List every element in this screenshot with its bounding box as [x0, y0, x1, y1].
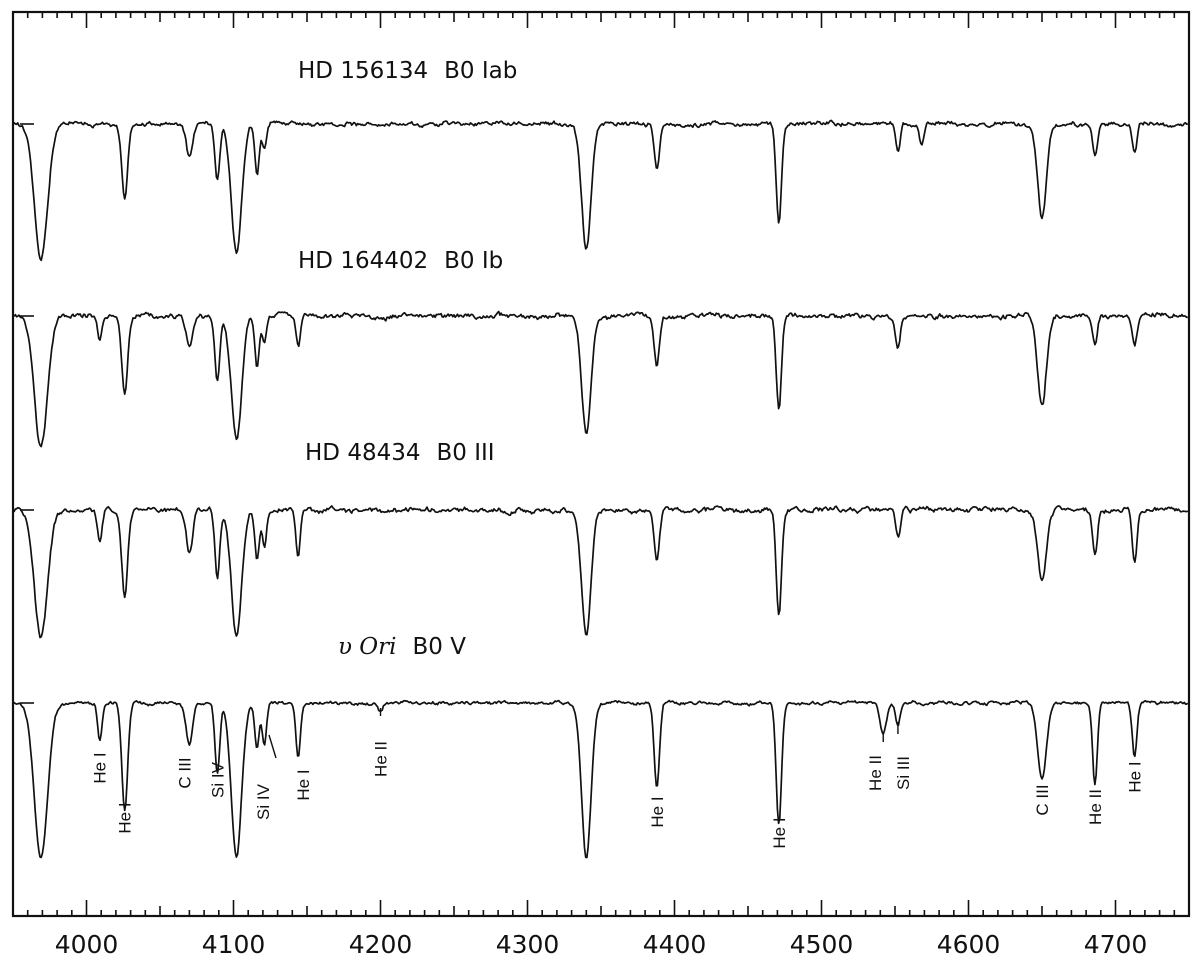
spectrum-line-3 [12, 505, 1189, 639]
x-tick-label-4200: 4200 [349, 930, 413, 959]
line-annotations: He I He I C III Si IV Si IV He I He II He I He I… [91, 708, 1145, 849]
spectrum-title-4: υ Ori B0 V [338, 634, 466, 660]
x-tick-label-4400: 4400 [643, 930, 707, 959]
x-tick-label-4600: 4600 [937, 930, 1001, 959]
line-label-3: C III [175, 757, 194, 788]
line-label-8: He I [648, 796, 667, 827]
line-label-9: He I [770, 817, 789, 848]
spectrum-line-4 [12, 699, 1189, 859]
line-label-2: He I [116, 802, 135, 833]
line-label-1: He I [91, 752, 110, 783]
spectrum-line-1 [12, 119, 1189, 262]
line-label-11: Si III [894, 756, 913, 790]
spectrum-title-2: HD 164402 B0 Ib [298, 248, 503, 274]
spectrum-titles: HD 156134 B0 Iab HD 164402 B0 Ib HD 48434 B0 … [298, 58, 517, 660]
line-label-7: He II [372, 741, 391, 777]
spectrum-title-1: HD 156134 B0 Iab [298, 58, 517, 84]
x-tick-label-4500: 4500 [790, 930, 854, 959]
spectra-group [12, 119, 1189, 859]
line-marker-4 [268, 734, 277, 759]
line-label-10: He II [866, 755, 885, 791]
line-label-12: C III [1033, 784, 1052, 815]
line-label-4: Si IV [208, 761, 227, 798]
x-axis: 4000 4100 4200 4300 4400 4500 4600 4700 [12, 12, 1190, 959]
x-tick-label-4700: 4700 [1084, 930, 1148, 959]
line-label-6: He I [294, 769, 313, 800]
spectrum-title-3: HD 48434 B0 III [305, 440, 495, 466]
line-label-5: Si IV [254, 783, 273, 820]
x-tick-label-4100: 4100 [202, 930, 266, 959]
x-tick-label-4300: 4300 [496, 930, 560, 959]
line-label-13: He II [1086, 789, 1105, 825]
line-label-14: He I [1126, 761, 1145, 792]
spectrum-line-2 [13, 310, 1189, 448]
x-tick-label-4000: 4000 [55, 930, 119, 959]
